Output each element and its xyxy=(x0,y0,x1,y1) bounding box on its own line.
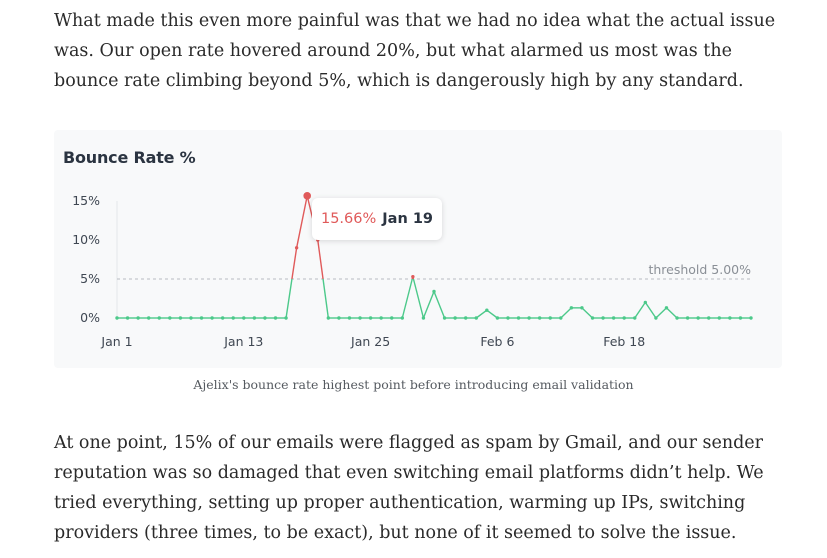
data-point xyxy=(654,316,658,320)
data-point xyxy=(622,316,626,320)
figure-caption: Ajelix's bounce rate highest point befor… xyxy=(193,377,634,392)
data-point xyxy=(242,316,246,320)
chart-card xyxy=(54,130,782,368)
data-point xyxy=(707,316,711,320)
y-tick-label: 10% xyxy=(72,232,100,247)
series-segment xyxy=(581,307,593,319)
data-point xyxy=(643,300,648,305)
data-point xyxy=(294,246,299,250)
data-point xyxy=(284,316,288,320)
data-point xyxy=(421,316,426,320)
data-point xyxy=(664,306,669,310)
series-segment xyxy=(412,278,425,319)
x-tick-label: Jan 13 xyxy=(223,334,263,349)
threshold-label: threshold 5.00% xyxy=(648,262,751,277)
data-point xyxy=(432,289,436,294)
series-segment xyxy=(433,291,446,319)
data-point xyxy=(368,316,373,320)
series-segment xyxy=(285,278,293,319)
data-point xyxy=(326,316,331,320)
bounce-rate-chart: 15% 10% 5% 0%Jan 1 Jan 13 Jan 25 Feb 6 Feb 18 th… xyxy=(72,192,753,349)
data-point xyxy=(474,316,478,320)
data-point xyxy=(115,316,119,320)
data-point xyxy=(728,316,732,320)
data-point xyxy=(717,316,721,320)
series-segment xyxy=(401,278,413,319)
tooltip-date: Jan 19 xyxy=(382,211,434,227)
data-point xyxy=(516,316,521,320)
data-point xyxy=(231,316,235,320)
data-point xyxy=(347,316,352,320)
data-point xyxy=(147,316,151,320)
data-point xyxy=(178,316,183,320)
y-tick-label: 5% xyxy=(80,271,100,286)
x-tick-label: Feb 18 xyxy=(603,334,645,349)
data-point xyxy=(601,316,605,320)
tooltip-value: 15.66% xyxy=(320,211,377,227)
y-tick-label: 15% xyxy=(72,193,100,208)
data-point xyxy=(136,316,140,320)
series-segment xyxy=(634,302,646,319)
data-point xyxy=(199,316,204,320)
data-point xyxy=(464,316,468,320)
series-segment xyxy=(644,302,657,319)
series-segment xyxy=(475,309,488,319)
data-point xyxy=(379,316,383,320)
data-point xyxy=(210,316,214,320)
data-point xyxy=(157,316,161,320)
x-tick-label: Jan 1 xyxy=(100,334,132,349)
data-point xyxy=(537,316,542,320)
data-point xyxy=(685,316,690,320)
data-point xyxy=(220,316,225,320)
series-segment xyxy=(317,239,324,280)
data-point xyxy=(633,316,637,320)
data-point xyxy=(749,316,753,320)
paragraph-spam: At one point, 15% of our emails were fla… xyxy=(54,433,764,543)
data-point xyxy=(390,316,394,320)
data-point xyxy=(358,316,362,320)
data-point xyxy=(696,316,700,320)
peak-point xyxy=(303,192,311,200)
data-point xyxy=(495,316,500,320)
data-point xyxy=(506,316,510,320)
data-point xyxy=(590,316,595,320)
y-tick-label: 0% xyxy=(80,310,100,325)
series-segment xyxy=(295,195,308,248)
data-point xyxy=(453,316,457,320)
data-point xyxy=(527,316,531,320)
data-point xyxy=(559,316,563,320)
data-point xyxy=(263,316,267,320)
series-segment xyxy=(486,309,498,319)
data-point xyxy=(337,316,341,320)
data-point xyxy=(485,308,489,312)
chart-title: Bounce Rate % xyxy=(63,148,196,167)
series-segment xyxy=(560,307,572,319)
series-segment xyxy=(655,307,667,319)
data-point xyxy=(548,316,552,320)
data-point xyxy=(125,316,130,320)
series-segment xyxy=(322,278,330,319)
data-point xyxy=(252,316,257,320)
data-point xyxy=(189,316,193,320)
x-tick-label: Jan 25 xyxy=(350,334,390,349)
chart-tooltip: 15.66% Jan 19 xyxy=(312,198,442,240)
data-point xyxy=(442,316,447,320)
data-point xyxy=(400,316,404,320)
data-point xyxy=(569,306,574,310)
data-point xyxy=(168,316,172,320)
series-segment xyxy=(291,247,298,280)
data-point xyxy=(273,316,278,320)
data-point xyxy=(411,274,415,279)
data-point xyxy=(675,316,679,320)
data-point xyxy=(580,306,584,310)
series-segment xyxy=(422,291,435,319)
paragraph-intro: What made this even more painful was tha… xyxy=(54,11,776,91)
series-segment xyxy=(665,307,678,319)
data-point xyxy=(738,316,743,320)
x-tick-label: Feb 6 xyxy=(480,334,514,349)
data-point xyxy=(611,316,616,320)
